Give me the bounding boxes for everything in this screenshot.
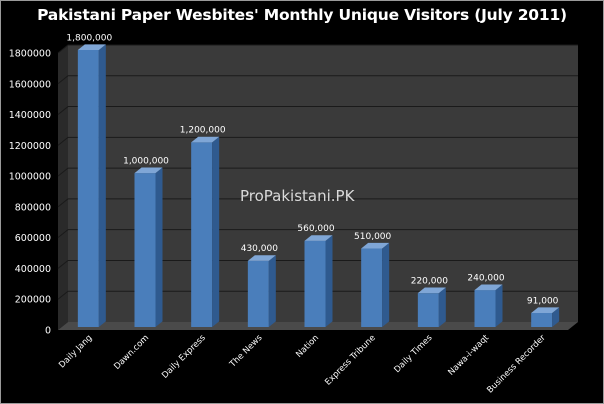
y-tick-label: 800000	[15, 202, 51, 213]
y-tick-label: 1400000	[9, 110, 51, 121]
bar-side	[438, 287, 446, 327]
y-tick-label: 1000000	[9, 172, 51, 183]
gridline	[57, 106, 578, 115]
bar-side	[495, 284, 503, 327]
side-wall	[58, 45, 68, 330]
data-label: 1,800,000	[66, 33, 112, 43]
category-label: Daily Times	[392, 333, 434, 375]
data-label: 220,000	[411, 277, 448, 287]
bar-top	[531, 307, 560, 313]
bar	[134, 167, 163, 327]
y-tick-label: 1600000	[9, 79, 51, 90]
chart-title: Pakistani Paper Wesbites' Monthly Unique…	[37, 6, 567, 24]
bar-front	[531, 312, 553, 327]
category-labels: Daily Jang Dawn.com Daily Express The News N…	[57, 333, 548, 396]
category-label: The News	[227, 333, 265, 371]
bar-front	[474, 290, 496, 327]
category-label: Nawa-i-waqt	[446, 333, 491, 378]
category-label: Business Recorder	[485, 333, 548, 396]
data-label: 91,000	[527, 296, 559, 306]
y-tick-label: 400000	[15, 264, 51, 275]
bar	[474, 284, 503, 327]
gridline	[57, 75, 578, 85]
gridlines	[57, 44, 578, 300]
bar-side	[212, 136, 220, 327]
category-label: Express Tribune	[323, 333, 378, 388]
category-label: Dawn.com	[112, 333, 151, 372]
bar-top	[417, 287, 446, 294]
bar-front	[417, 293, 439, 327]
bar-front	[134, 173, 156, 327]
y-axis-ticks: 0 200000 400000 600000 800000 1000000 1200000 1…	[9, 49, 51, 337]
bar-top	[77, 44, 106, 50]
category-label: Daily Express	[160, 333, 208, 381]
bar	[417, 287, 446, 327]
y-tick-label: 0	[45, 326, 51, 337]
bar	[304, 235, 333, 327]
bar-top	[361, 242, 390, 249]
bar-top	[191, 136, 220, 143]
bar-front	[304, 240, 326, 327]
bar-top	[247, 255, 276, 261]
y-tick-label: 1200000	[9, 141, 51, 152]
bar-side	[98, 44, 106, 328]
category-label: Nation	[294, 333, 321, 360]
y-tick-label: 600000	[15, 233, 51, 244]
bar	[361, 242, 390, 327]
data-label: 560,000	[297, 224, 334, 234]
bar-front	[247, 260, 269, 327]
y-tick-label: 200000	[15, 295, 51, 306]
bar	[531, 307, 560, 327]
data-label: 1,000,000	[123, 157, 169, 167]
bar-side	[155, 167, 163, 327]
gridline	[57, 44, 578, 54]
y-tick-label: 1800000	[9, 49, 51, 60]
gridline	[57, 229, 578, 239]
data-labels: 1,800,000 1,000,000 1,200,000 430,000 560,00…	[66, 33, 558, 306]
gridline	[57, 136, 578, 146]
bar-side	[268, 255, 276, 327]
bar	[191, 136, 220, 327]
bar-front	[361, 248, 383, 327]
bar-top	[304, 235, 333, 241]
bar-top	[134, 167, 163, 174]
bars	[77, 44, 560, 328]
bar-side	[382, 242, 390, 327]
data-label: 240,000	[467, 273, 504, 283]
gridline	[57, 290, 578, 300]
gridline	[57, 167, 578, 177]
bar-side	[325, 235, 333, 327]
category-label: Daily Jang	[57, 333, 94, 370]
gridline	[57, 198, 578, 208]
bar-side	[552, 307, 560, 327]
watermark: ProPakistani.PK	[240, 187, 355, 205]
bar	[77, 44, 106, 328]
bar-top	[474, 284, 503, 291]
bar-front	[77, 50, 99, 327]
data-label: 1,200,000	[180, 126, 226, 136]
gridline	[57, 259, 578, 269]
bar-front	[191, 142, 213, 327]
data-label: 430,000	[241, 244, 278, 254]
data-label: 510,000	[354, 232, 391, 242]
bar	[247, 255, 276, 327]
